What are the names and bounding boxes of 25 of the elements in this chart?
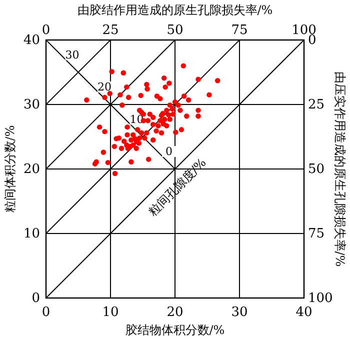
y2-axis-title: 由压实作用造成的原生孔隙损失率/% xyxy=(333,71,347,267)
y-axis-title: 粒间体积分数/% xyxy=(3,125,17,213)
y-tick-label: 40 xyxy=(23,33,40,48)
y2-tick-label: 75 xyxy=(308,226,325,242)
x-tick-label: 10 xyxy=(102,305,119,320)
y-tick-label: 10 xyxy=(23,226,40,242)
x-tick-label: 40 xyxy=(296,305,312,320)
x2-tick-label: 75 xyxy=(231,23,248,38)
y-tick-label: 30 xyxy=(23,98,40,112)
x2-tick-label: 0 xyxy=(42,23,50,38)
annotation: 20 xyxy=(98,80,112,94)
x-tick-label: 30 xyxy=(231,305,248,320)
y-tick-label: 20 xyxy=(23,162,40,177)
x-axis-title: 胶结物体积分数/% xyxy=(125,323,225,337)
x2-tick-label: 50 xyxy=(166,23,184,38)
y2-tick-label: 50 xyxy=(308,162,325,177)
annotation: 30 xyxy=(65,48,80,62)
y2-tick-label: 100 xyxy=(308,291,333,306)
x-tick-label: 20 xyxy=(166,305,184,320)
y-tick-label: 0 xyxy=(32,291,40,306)
x-tick-label: 0 xyxy=(42,305,50,320)
x2-axis-title: 由胶结作用造成的原生孔隙损失率/% xyxy=(77,3,273,17)
annotation: 0 xyxy=(166,145,172,158)
x2-tick-label: 25 xyxy=(102,23,119,38)
y2-tick-label: 25 xyxy=(308,98,325,112)
